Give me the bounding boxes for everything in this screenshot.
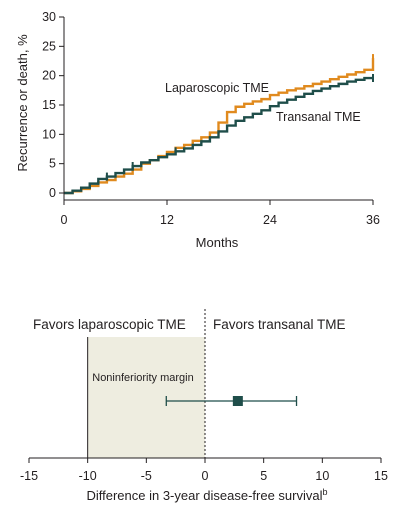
forest-tick-label: -10 bbox=[79, 469, 97, 483]
favors-laparoscopic-label: Favors laparoscopic TME bbox=[33, 317, 186, 332]
forest-plot: Favors laparoscopic TME Favors transanal… bbox=[20, 309, 388, 503]
series-label-laparoscopic: Laparoscopic TME bbox=[165, 81, 269, 95]
km-y-axis-label: Recurrence or death, % bbox=[15, 34, 30, 172]
noninferiority-margin-region bbox=[87, 337, 205, 458]
x-tick-label: 0 bbox=[61, 213, 68, 227]
forest-tick-label: -15 bbox=[20, 469, 38, 483]
forest-tick-label: 5 bbox=[260, 469, 267, 483]
favors-transanal-label: Favors transanal TME bbox=[213, 317, 346, 332]
x-tick-label: 24 bbox=[263, 213, 277, 227]
y-tick-label: 0 bbox=[49, 186, 56, 200]
series-label-transanal: Transanal TME bbox=[276, 110, 361, 124]
forest-tick-label: 0 bbox=[202, 469, 209, 483]
y-tick-label: 30 bbox=[42, 10, 56, 24]
point-estimate-marker bbox=[232, 396, 243, 406]
y-tick-label: 5 bbox=[49, 157, 56, 171]
forest-x-axis-label: Difference in 3-year disease-free surviv… bbox=[86, 487, 327, 503]
y-tick-label: 10 bbox=[42, 127, 56, 141]
forest-tick-label: 15 bbox=[374, 469, 388, 483]
series-line-transanal bbox=[64, 76, 373, 195]
km-curves bbox=[64, 58, 375, 195]
forest-x-ticks: -15 -10 -5 0 5 10 15 bbox=[20, 458, 388, 483]
y-tick-label: 20 bbox=[42, 69, 56, 83]
km-censor-marks bbox=[105, 54, 374, 181]
km-x-ticks: 0 12 24 36 bbox=[61, 200, 380, 227]
noninferiority-margin-label: Noninferiority margin bbox=[92, 372, 193, 384]
forest-tick-label: -5 bbox=[141, 469, 152, 483]
forest-tick-label: 10 bbox=[315, 469, 329, 483]
km-y-ticks: 0 5 10 15 20 25 30 bbox=[42, 10, 64, 200]
km-chart: 0 5 10 15 20 25 30 0 12 24 36 Months Recurrence o… bbox=[15, 10, 380, 250]
series-line-laparoscopic bbox=[64, 58, 375, 195]
y-tick-label: 15 bbox=[42, 98, 56, 112]
km-x-axis-label: Months bbox=[196, 235, 239, 250]
x-tick-label: 12 bbox=[160, 213, 174, 227]
y-tick-label: 25 bbox=[42, 39, 56, 53]
x-tick-label: 36 bbox=[366, 213, 380, 227]
